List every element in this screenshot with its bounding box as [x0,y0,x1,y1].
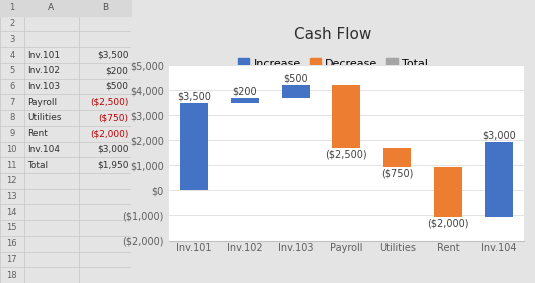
Text: $200: $200 [105,66,128,75]
Text: ($2,500): ($2,500) [326,149,367,159]
Text: ($2,000): ($2,000) [427,218,469,228]
Text: $3,000: $3,000 [97,145,128,154]
Bar [434,167,462,217]
Bar [332,85,361,148]
Text: ($2,000): ($2,000) [90,129,128,138]
Text: Total: Total [27,160,49,170]
Text: Utilities: Utilities [27,113,62,123]
Text: ($750): ($750) [381,168,414,178]
Text: $1,950: $1,950 [97,160,128,170]
Text: 2: 2 [9,19,14,28]
Text: A: A [48,3,54,12]
Text: 6: 6 [9,82,14,91]
Text: 10: 10 [6,145,17,154]
Text: 11: 11 [6,160,17,170]
Bar [231,98,259,103]
Text: 8: 8 [9,113,14,123]
Text: $500: $500 [283,74,308,84]
Text: $3,500: $3,500 [97,51,128,59]
Text: 18: 18 [6,271,17,280]
Text: Inv.102: Inv.102 [27,66,60,75]
Legend: Increase, Decrease, Total: Increase, Decrease, Total [234,54,432,73]
Text: 9: 9 [9,129,14,138]
Text: $3,000: $3,000 [482,130,516,140]
Text: ($2,500): ($2,500) [90,98,128,107]
Text: 16: 16 [6,239,17,248]
Text: 15: 15 [6,224,17,232]
Text: 5: 5 [9,66,14,75]
Text: 1: 1 [9,3,14,12]
Text: Cash Flow: Cash Flow [294,27,372,42]
Text: 17: 17 [6,255,17,264]
Text: $200: $200 [232,86,257,96]
Text: 12: 12 [6,176,17,185]
Text: Inv.103: Inv.103 [27,82,60,91]
Text: ($750): ($750) [98,113,128,123]
Text: $3,500: $3,500 [177,91,211,101]
Text: 7: 7 [9,98,14,107]
Text: 14: 14 [6,208,17,217]
Text: B: B [102,3,108,12]
Text: Inv.101: Inv.101 [27,51,60,59]
Text: Rent: Rent [27,129,48,138]
Text: $500: $500 [105,82,128,91]
Bar [383,148,411,167]
Text: 13: 13 [6,192,17,201]
Text: 4: 4 [9,51,14,59]
Text: 3: 3 [9,35,14,44]
Text: Inv.104: Inv.104 [27,145,60,154]
Bar [180,103,208,190]
Text: Payroll: Payroll [27,98,58,107]
Bar [485,142,513,217]
Bar [281,85,310,98]
